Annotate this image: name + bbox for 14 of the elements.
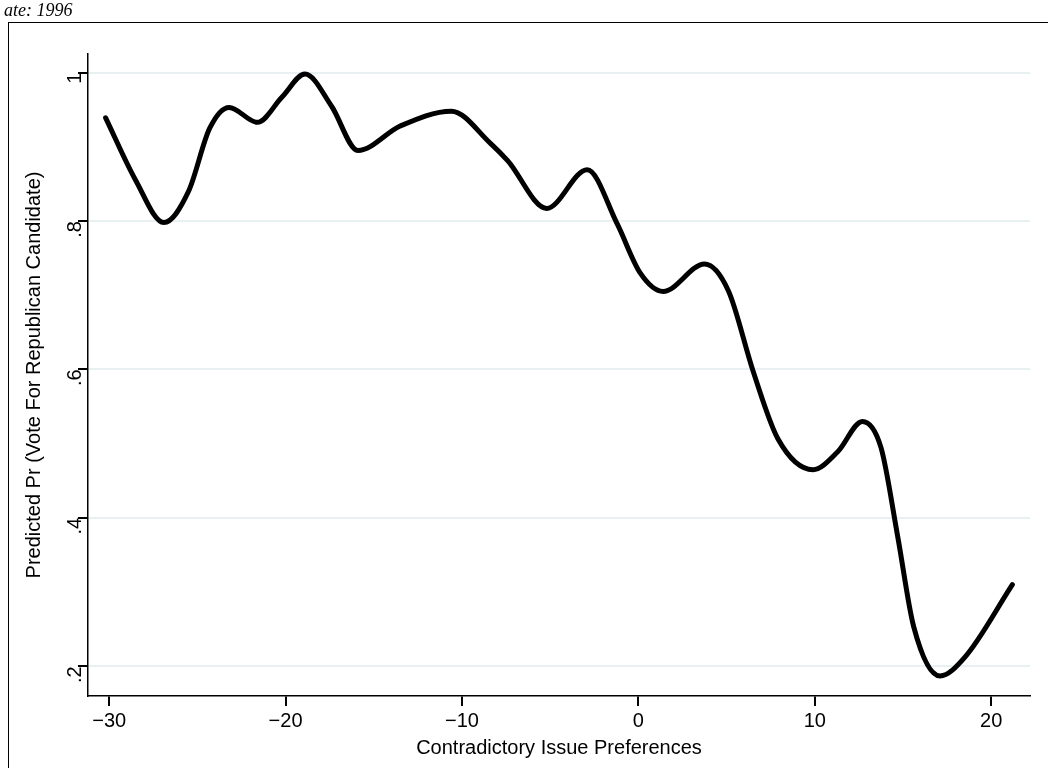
y-tick-label: 1 (62, 72, 85, 84)
text: ate: 1996 (4, 0, 73, 20)
y-tick-label: .8 (62, 220, 85, 238)
x-axis-title: Contradictory Issue Preferences (416, 735, 702, 758)
y-tick-label: .2 (62, 666, 85, 683)
y-tick-label: .4 (62, 517, 85, 535)
x-tick-label: −20 (268, 708, 303, 731)
x-tick-label: −10 (445, 708, 479, 731)
y-tick-label: .6 (62, 369, 85, 387)
x-tick-label: −30 (92, 708, 127, 731)
x-tick-label: 0 (632, 708, 644, 731)
y-axis-title: Predicted Pr (Vote For Republican Candidate) (21, 171, 44, 579)
x-tick-label: 10 (803, 708, 826, 731)
x-tick-label: 20 (980, 708, 1003, 731)
